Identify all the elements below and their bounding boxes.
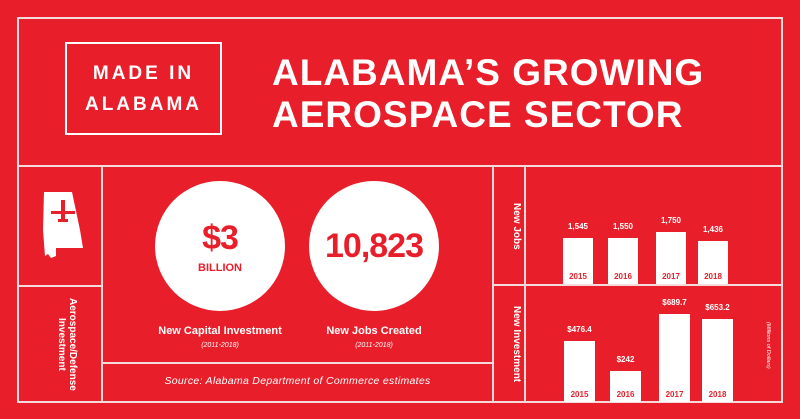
frame-line <box>17 165 783 167</box>
jobs-chart-title: New Jobs <box>511 202 522 250</box>
value-label: 1,550 <box>612 221 634 231</box>
investment-bar-2015: 2015 <box>564 341 595 402</box>
value-label: 1,750 <box>660 216 682 225</box>
airplane-icon <box>51 200 75 222</box>
value-label: 1,436 <box>702 225 724 235</box>
value-label: 1,545 <box>567 222 589 232</box>
jobs-period: (2011-2018) <box>355 342 393 349</box>
alabama-map-icon <box>43 192 83 258</box>
year-label: 2018 <box>708 389 727 399</box>
year-label: 2015 <box>570 389 589 399</box>
frame-line <box>17 17 783 19</box>
source-note: Source: Alabama Department of Commerce e… <box>164 375 431 387</box>
frame-line <box>102 362 493 364</box>
frame-line <box>17 285 102 287</box>
year-label: 2017 <box>662 272 680 281</box>
year-label: 2018 <box>704 271 722 281</box>
title-line2: AEROSPACE SECTOR <box>272 94 684 135</box>
badge-line2: ALABAMA <box>84 93 203 115</box>
made-in-alabama-badge: MADE IN ALABAMA <box>65 42 222 135</box>
value-label: $242 <box>616 355 635 365</box>
investment-bar-2016: 2016 <box>610 371 641 402</box>
year-label: 2016 <box>614 271 632 281</box>
sector-label: Aerospace/Defense Investment <box>56 297 78 391</box>
year-label: 2016 <box>616 389 635 399</box>
frame-line <box>17 17 19 403</box>
investment-unit-note: (Millions of Dollars) <box>765 321 771 369</box>
capital-label: New Capital Investment <box>158 325 282 337</box>
capital-unit: BILLION <box>198 261 242 274</box>
jobs-bar-2017: 2017 <box>656 232 686 284</box>
jobs-bar-2018: 2018 <box>698 241 728 284</box>
value-label: $653.2 <box>705 302 730 312</box>
jobs-label: New Jobs Created <box>326 325 422 337</box>
frame-line <box>101 165 103 403</box>
value-label: $689.7 <box>662 298 687 307</box>
capital-investment-circle: $3 BILLION <box>155 181 285 311</box>
jobs-bar-2016: 2016 <box>608 237 638 284</box>
jobs-bar-2015: 2015 <box>563 238 593 284</box>
year-label: 2017 <box>665 390 684 399</box>
jobs-value: 10,823 <box>325 226 424 265</box>
frame-line <box>781 17 783 403</box>
value-label: $476.4 <box>567 325 592 335</box>
capital-value: $3 <box>202 218 239 257</box>
capital-period: (2011-2018) <box>201 342 239 349</box>
frame-line <box>493 284 783 286</box>
frame-line <box>17 401 783 403</box>
title-line1: ALABAMA’S GROWING <box>272 52 705 93</box>
page-title: ALABAMA’S GROWING AEROSPACE SECTOR <box>272 52 704 136</box>
investment-bar-2017: 2017 <box>659 314 690 402</box>
year-label: 2015 <box>569 271 587 281</box>
badge-line1: MADE IN <box>92 62 195 84</box>
investment-chart-title: New Investment <box>511 305 522 383</box>
investment-bar-2018: 2018 <box>702 318 733 402</box>
jobs-created-circle: 10,823 <box>309 181 439 311</box>
